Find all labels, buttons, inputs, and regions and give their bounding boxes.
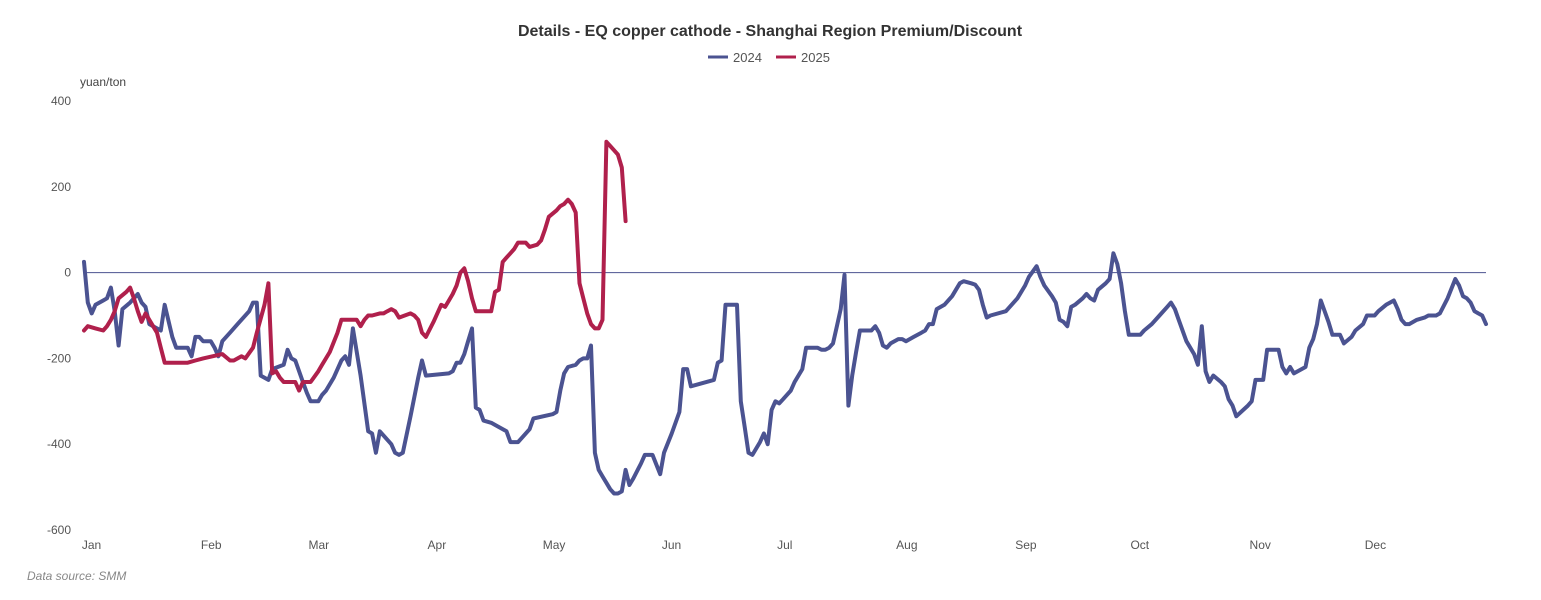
x-tick-label: Feb [201,538,222,552]
legend-label: 2024 [733,50,762,65]
y-tick-label: 0 [64,266,71,280]
x-tick-label: Oct [1130,538,1149,552]
x-tick-label: Aug [896,538,917,552]
series-line-2025 [82,139,628,393]
legend-label: 2025 [801,50,830,65]
series-layer [82,139,1488,496]
data-source-note: Data source: SMM [27,569,126,583]
series-line-2024 [82,251,1488,496]
x-tick-label: Dec [1365,538,1386,552]
y-axis-unit-label: yuan/ton [80,75,126,89]
y-tick-label: 400 [51,94,71,108]
y-tick-label: -600 [47,523,71,537]
chart-title: Details - EQ copper cathode - Shanghai R… [518,23,1023,40]
x-tick-label: Mar [308,538,329,552]
x-tick-label: May [543,538,566,552]
y-tick-label: -200 [47,351,71,365]
y-axis-ticks: 400 200 0 -200 -400 -600 [47,94,71,537]
chart-legend[interactable]: 2024 2025 [708,50,830,65]
y-tick-label: -400 [47,437,71,451]
x-tick-label: Jun [662,538,681,552]
legend-item-2025[interactable]: 2025 [776,50,830,65]
x-tick-label: Jan [82,538,101,552]
x-tick-label: Jul [777,538,792,552]
x-tick-label: Sep [1015,538,1037,552]
legend-item-2024[interactable]: 2024 [708,50,762,65]
x-axis-ticks: Jan Feb Mar Apr May Jun Jul Aug Sep Oct Nov Dec [82,538,1386,552]
x-tick-label: Nov [1250,538,1271,552]
x-tick-label: Apr [428,538,447,552]
y-tick-label: 200 [51,180,71,194]
